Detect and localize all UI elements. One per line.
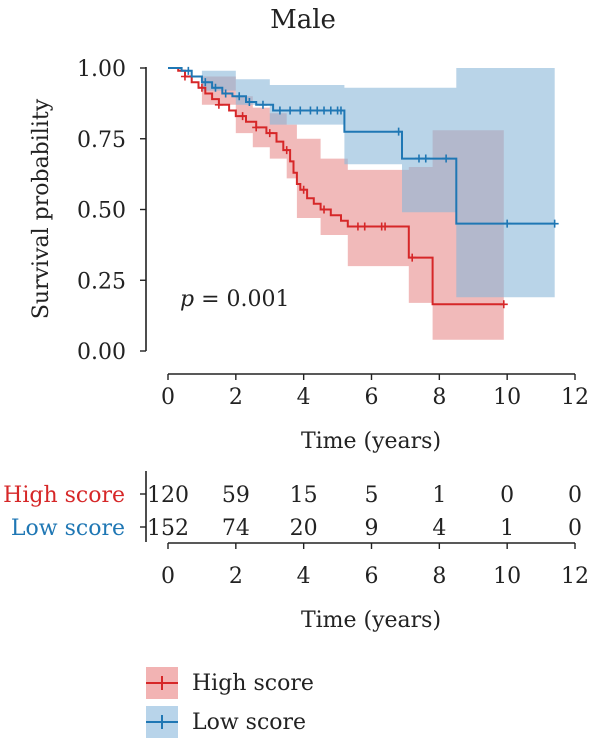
y-tick-label: 0.25: [77, 269, 126, 294]
x-tick-label: 8: [432, 385, 446, 410]
risk-count-low: 1: [500, 516, 514, 541]
ci-bands: [168, 68, 555, 340]
censor-mark-high: [320, 205, 329, 214]
risk-count-low: 74: [222, 516, 250, 541]
risk-x-tick-label: 0: [161, 564, 175, 589]
y-tick-label: 0.75: [77, 128, 126, 153]
x-axis-label: Time (years): [301, 429, 441, 454]
y-axis-label: Survival probability: [29, 98, 54, 319]
censor-mark-high: [238, 112, 247, 121]
risk-count-high: 5: [365, 483, 379, 508]
x-axis: 0 2 4 6 8 10 12: [161, 373, 589, 410]
censor-mark-low: [221, 89, 230, 98]
risk-count-low: 152: [147, 516, 189, 541]
risk-x-tick-label: 4: [297, 564, 311, 589]
risk-count-high: 120: [147, 483, 189, 508]
risk-row-label-low: Low score: [11, 516, 125, 541]
y-axis: 0.00 0.25 0.50 0.75 1.00: [77, 57, 147, 365]
censor-mark-low: [394, 127, 403, 136]
p-value-annotation: p = 0.001: [180, 287, 290, 312]
p-value-text: = 0.001: [194, 287, 289, 312]
censor-mark-low: [296, 106, 305, 115]
censor-marks: [180, 66, 559, 309]
risk-x-tick-label: 2: [229, 564, 243, 589]
y-tick-label: 1.00: [77, 57, 126, 82]
risk-count-high: 0: [500, 483, 514, 508]
x-tick-label: 0: [161, 385, 175, 410]
censor-mark-low: [414, 154, 423, 163]
legend-item-high: High score: [146, 667, 314, 699]
risk-count-high: 59: [222, 483, 250, 508]
censor-mark-low: [550, 219, 559, 228]
risk-count-low: 20: [290, 516, 318, 541]
risk-count-low: 9: [365, 516, 379, 541]
censor-mark-low: [184, 66, 193, 75]
legend-item-low: Low score: [146, 706, 306, 738]
x-tick-label: 2: [229, 385, 243, 410]
censor-mark-low: [421, 154, 430, 163]
censor-mark-low: [245, 97, 254, 106]
risk-count-low: 4: [432, 516, 446, 541]
chart-title: Male: [270, 5, 336, 35]
x-tick-label: 4: [297, 385, 311, 410]
censor-mark-high: [360, 222, 369, 231]
risk-x-tick-label: 6: [365, 564, 379, 589]
y-tick-label: 0.50: [77, 199, 126, 224]
censor-mark-low: [258, 100, 267, 109]
risk-table-x-label: Time (years): [301, 608, 441, 633]
censor-mark-low: [235, 92, 244, 101]
risk-x-tick-label: 10: [493, 564, 521, 589]
censor-mark-high: [408, 253, 417, 262]
censor-mark-low: [503, 219, 512, 228]
censor-mark-low: [326, 106, 335, 115]
censor-mark-high: [252, 123, 261, 132]
censor-mark-low: [442, 154, 451, 163]
legend-label-low: Low score: [192, 710, 306, 735]
p-value-symbol: p: [180, 287, 194, 312]
censor-mark-high: [299, 185, 308, 194]
censor-mark-low: [286, 106, 295, 115]
censor-mark-high: [214, 100, 223, 109]
censor-mark-low: [211, 83, 220, 92]
censor-mark-low: [306, 106, 315, 115]
censor-mark-high: [265, 129, 274, 138]
y-tick-label: 0.00: [77, 340, 126, 365]
censor-mark-low: [320, 106, 329, 115]
legend: High score Low score: [146, 667, 314, 738]
censor-mark-high: [180, 72, 189, 81]
risk-count-high: 1: [432, 483, 446, 508]
censor-mark-low: [275, 106, 284, 115]
ci-band-low: [168, 68, 555, 298]
censor-mark-high: [197, 83, 206, 92]
x-tick-label: 6: [365, 385, 379, 410]
risk-row-label-high: High score: [3, 483, 125, 508]
censor-mark-high: [499, 300, 508, 309]
risk-count-high: 0: [568, 483, 582, 508]
legend-label-high: High score: [192, 671, 314, 696]
ci-band-high: [168, 68, 504, 340]
censor-mark-high: [353, 222, 362, 231]
censor-mark-high: [381, 222, 390, 231]
risk-count-low: 0: [568, 516, 582, 541]
censor-mark-low: [313, 106, 322, 115]
risk-x-tick-label: 8: [432, 564, 446, 589]
risk-count-high: 15: [290, 483, 318, 508]
censor-mark-high: [282, 146, 291, 155]
risk-x-tick-label: 12: [561, 564, 589, 589]
x-tick-label: 12: [561, 385, 589, 410]
censor-mark-low: [201, 78, 210, 87]
censor-mark-low: [336, 106, 345, 115]
x-tick-label: 10: [493, 385, 521, 410]
